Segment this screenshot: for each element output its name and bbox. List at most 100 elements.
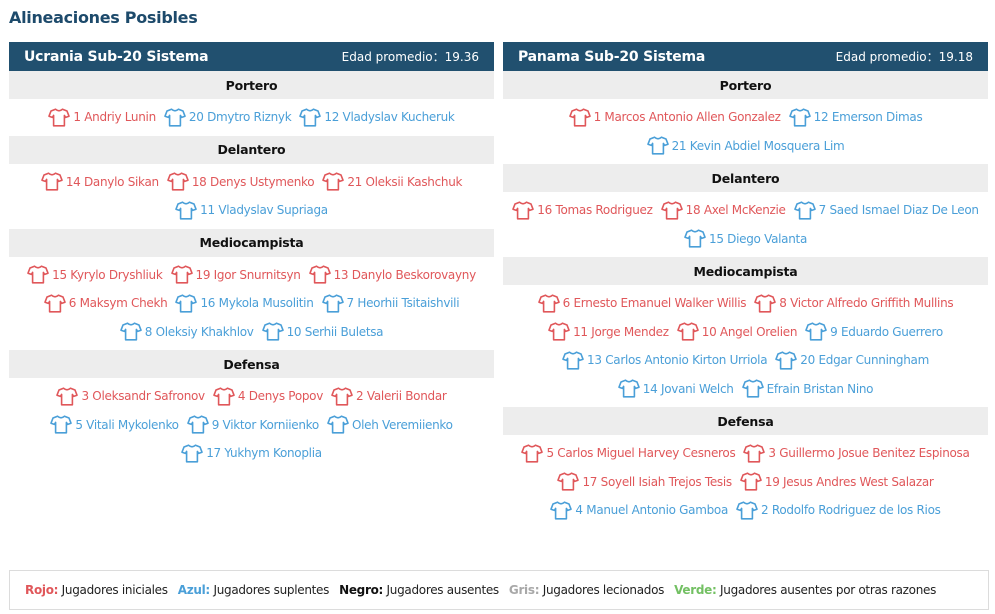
team-name[interactable]: Panama Sub-20 Sistema [518, 48, 706, 65]
player-link[interactable]: 7 Heorhii Tsitaishvili [321, 294, 460, 313]
player-link[interactable]: 3 Oleksandr Safronov [56, 387, 205, 406]
player-name: 1 Andriy Lunin [73, 110, 156, 125]
shirt-icon [537, 294, 560, 313]
shirt-icon [299, 108, 322, 127]
player-row: 15 Diego Valanta [503, 225, 988, 254]
player-link[interactable]: 1 Marcos Antonio Allen Gonzalez [568, 108, 781, 127]
player-row: 1 Marcos Antonio Allen Gonzalez 12 Emerso… [503, 103, 988, 132]
player-link[interactable]: 12 Vladyslav Kucheruk [299, 108, 455, 127]
player-link[interactable]: 3 Guillermo Josue Benitez Espinosa [743, 444, 970, 463]
player-link[interactable]: 11 Jorge Mendez [548, 322, 669, 341]
shirt-icon [775, 351, 798, 370]
player-link[interactable]: 14 Danylo Sikan [41, 172, 159, 191]
player-link[interactable]: 17 Yukhym Konoplia [181, 444, 322, 463]
player-link[interactable]: 6 Maksym Chekh [43, 294, 168, 313]
player-name: 10 Serhii Buletsa [286, 324, 384, 339]
player-link[interactable]: 18 Denys Ustymenko [167, 172, 315, 191]
player-link[interactable]: 21 Oleksii Kashchuk [322, 172, 462, 191]
player-name: 1 Marcos Antonio Allen Gonzalez [593, 110, 781, 125]
player-link[interactable]: 20 Edgar Cunningham [775, 351, 929, 370]
player-row: 11 Jorge Mendez 10 Angel Orelien 9 Eduardo… [503, 318, 988, 347]
player-link[interactable]: 21 Kevin Abdiel Mosquera Lim [646, 136, 845, 155]
player-name: 12 Vladyslav Kucheruk [324, 110, 455, 125]
legend-item-gray: Gris: Jugadores lecionados [508, 583, 665, 597]
shirt-icon [521, 444, 544, 463]
player-link[interactable]: 5 Carlos Miguel Harvey Cesneros [521, 444, 736, 463]
team-panel-away: Panama Sub-20 Sistema Edad promedio：19.18… [503, 42, 988, 529]
player-link[interactable]: 18 Axel McKenzie [660, 201, 786, 220]
player-link[interactable]: 10 Angel Orelien [676, 322, 797, 341]
player-row: 6 Maksym Chekh 16 Mykola Musolitin 7 Heorh… [9, 289, 494, 318]
player-link[interactable]: 2 Rodolfo Rodriguez de los Rios [736, 501, 941, 520]
average-age: Edad promedio：19.36 [342, 48, 479, 65]
shirt-icon [736, 501, 758, 520]
shirt-icon [646, 136, 669, 155]
player-name: 15 Kyrylo Dryshliuk [52, 267, 163, 282]
player-name: 5 Vitali Mykolenko [75, 417, 179, 432]
player-name: 2 Rodolfo Rodriguez de los Rios [761, 503, 941, 518]
player-link[interactable]: 6 Ernesto Emanuel Walker Willis [537, 294, 747, 313]
player-name: 6 Ernesto Emanuel Walker Willis [562, 296, 747, 311]
shirt-icon [170, 265, 193, 284]
player-link[interactable]: 4 Manuel Antonio Gamboa [550, 501, 728, 520]
position-header: Delantero [9, 135, 494, 164]
position-players: 3 Oleksandr Safronov 4 Denys Popov 2 Valer… [9, 378, 494, 472]
average-age-value: 19.18 [938, 50, 973, 64]
player-link[interactable]: 9 Viktor Korniienko [186, 415, 320, 434]
player-link[interactable]: 16 Tomas Rodriguez [512, 201, 653, 220]
player-name: 4 Manuel Antonio Gamboa [575, 503, 729, 518]
player-link[interactable]: 14 Jovani Welch [617, 379, 734, 398]
player-link[interactable]: 9 Eduardo Guerrero [805, 322, 943, 341]
player-link[interactable]: 19 Jesus Andres West Salazar [740, 472, 934, 491]
player-row: 8 Oleksiy Khakhlov 10 Serhii Buletsa [9, 318, 494, 347]
player-link[interactable]: Efrain Bristan Nino [741, 379, 874, 398]
player-link[interactable]: 20 Dmytro Riznyk [164, 108, 292, 127]
player-link[interactable]: 2 Valerii Bondar [331, 387, 447, 406]
player-link[interactable]: 1 Andriy Lunin [48, 108, 156, 127]
player-row: 13 Carlos Antonio Kirton Urriola 20 Edgar… [503, 346, 988, 375]
shirt-icon [119, 322, 142, 341]
player-name: 9 Viktor Korniienko [211, 417, 320, 432]
position-header: Mediocampista [9, 228, 494, 257]
player-name: 16 Mykola Musolitin [200, 296, 314, 311]
legend-key: Azul: [177, 583, 211, 597]
shirt-icon [50, 415, 73, 434]
player-link[interactable]: 11 Vladyslav Supriaga [175, 201, 328, 220]
player-row: 5 Vitali Mykolenko 9 Viktor Korniienko Ole… [9, 411, 494, 440]
shirt-icon [331, 387, 353, 406]
player-link[interactable]: 13 Carlos Antonio Kirton Urriola [562, 351, 768, 370]
shirt-icon [617, 379, 640, 398]
player-link[interactable]: 7 Saed Ismael Diaz De Leon [793, 201, 979, 220]
player-link[interactable]: 8 Oleksiy Khakhlov [119, 322, 254, 341]
player-name: 3 Guillermo Josue Benitez Espinosa [768, 446, 970, 461]
legend-item-blue: Azul: Jugadores suplentes [177, 583, 330, 597]
player-link[interactable]: 15 Kyrylo Dryshliuk [27, 265, 163, 284]
player-name: 9 Eduardo Guerrero [830, 324, 943, 339]
player-link[interactable]: 16 Mykola Musolitin [175, 294, 314, 313]
player-name: 15 Diego Valanta [709, 231, 807, 246]
player-link[interactable]: 13 Danylo Beskorovayny [308, 265, 476, 284]
legend-text: Jugadores ausentes por otras razones [716, 583, 937, 597]
position-header: Defensa [9, 350, 494, 378]
shirt-icon [321, 294, 344, 313]
shirt-icon [175, 294, 198, 313]
position-header: Delantero [503, 164, 988, 192]
player-link[interactable]: 17 Soyell Isiah Trejos Tesis [557, 472, 732, 491]
player-link[interactable]: 15 Diego Valanta [684, 229, 807, 248]
player-link[interactable]: Oleh Veremiienko [327, 415, 453, 434]
player-name: 19 Jesus Andres West Salazar [764, 474, 934, 489]
shirt-icon [322, 172, 345, 191]
player-name: 14 Jovani Welch [642, 381, 734, 396]
shirt-icon [164, 108, 186, 127]
player-link[interactable]: 5 Vitali Mykolenko [50, 415, 179, 434]
legend-key: Gris: [508, 583, 540, 597]
player-link[interactable]: 4 Denys Popov [213, 387, 323, 406]
legend-text: Jugadores ausentes [383, 583, 500, 597]
player-link[interactable]: 19 Igor Snurnitsyn [170, 265, 301, 284]
player-name: 16 Tomas Rodriguez [537, 203, 653, 218]
player-link[interactable]: 8 Victor Alfredo Griffith Mullins [754, 294, 954, 313]
player-link[interactable]: 12 Emerson Dimas [788, 108, 923, 127]
player-name: 4 Denys Popov [237, 389, 324, 404]
team-name[interactable]: Ucrania Sub-20 Sistema [24, 48, 209, 65]
player-link[interactable]: 10 Serhii Buletsa [261, 322, 384, 341]
